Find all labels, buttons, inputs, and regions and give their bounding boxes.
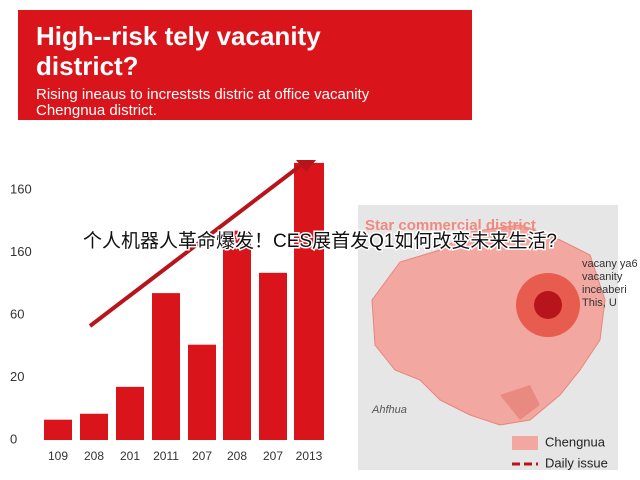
- x-tick-label: 109: [48, 449, 68, 463]
- bar-chart: 0 20 60 160 160 109 208 201 2011 207 208 207 2013: [10, 162, 324, 463]
- y-tick-label: 160: [10, 181, 32, 196]
- header-subtitle: Rising ineaus to increststs distric at o…: [36, 86, 370, 103]
- header-banner: [18, 10, 472, 120]
- bar: [44, 419, 72, 440]
- map-note: vacanity: [582, 271, 623, 283]
- bar: [294, 162, 324, 440]
- x-tick-label: 2013: [296, 449, 323, 463]
- bar: [188, 344, 216, 440]
- map-panel: Star commercial district vacany ya6 vaca…: [358, 205, 638, 470]
- header-subtitle: Chengnua district.: [36, 102, 157, 119]
- map-note: vacany ya6: [582, 258, 638, 270]
- x-tick-label: 208: [84, 449, 104, 463]
- legend-label: Daily issue: [545, 455, 608, 470]
- bar: [259, 272, 287, 440]
- y-tick-label: 0: [10, 431, 17, 446]
- header-title: district?: [36, 51, 139, 81]
- trend-arrow: [88, 164, 302, 328]
- place-label: Ahfhua: [371, 404, 407, 416]
- bar: [80, 413, 108, 440]
- overlay-caption: 个人机器人革命爆发！CES展首发Q1如何改变未来生活?: [83, 230, 557, 252]
- x-tick-label: 208: [227, 449, 247, 463]
- map-region: [500, 385, 540, 420]
- district-core: [534, 291, 562, 319]
- map-note: inceaberi: [582, 284, 627, 296]
- y-tick-label: 20: [10, 369, 24, 384]
- y-tick-label: 160: [10, 244, 32, 259]
- bar: [152, 293, 180, 440]
- legend-swatch: [512, 436, 538, 450]
- x-tick-label: 207: [263, 449, 283, 463]
- bar: [223, 230, 251, 440]
- map-title: Star commercial district: [365, 217, 536, 234]
- header-title: High--risk tely vacanity: [36, 21, 321, 51]
- x-tick-label: 2011: [153, 449, 179, 463]
- x-tick-label: 201: [120, 449, 140, 463]
- map-note: This, U: [582, 297, 617, 309]
- trend-arrow-head: [296, 160, 316, 172]
- x-tick-label: 207: [192, 449, 212, 463]
- bar: [116, 386, 144, 440]
- y-tick-label: 60: [10, 306, 24, 321]
- legend-label: Chengnua: [545, 434, 606, 449]
